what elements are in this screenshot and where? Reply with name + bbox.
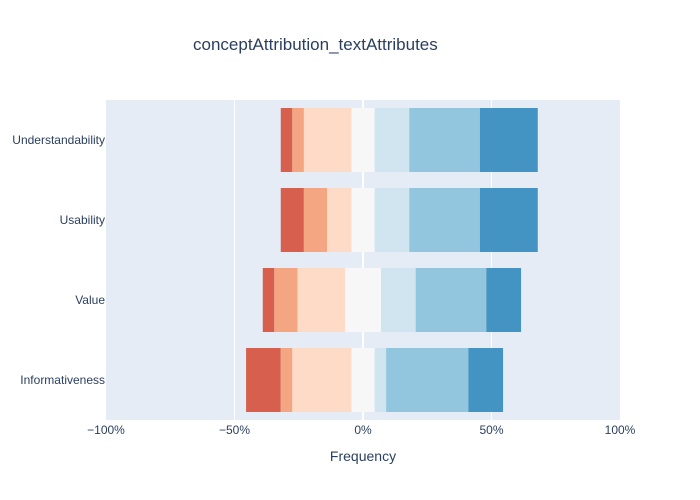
bar-segment: [351, 348, 375, 412]
bar-segment: [280, 348, 293, 412]
bar-segment: [409, 188, 480, 252]
bar-segment: [327, 188, 352, 252]
bar-segment: [303, 188, 328, 252]
y-tick-label: Value: [75, 293, 105, 307]
bar-segment: [351, 108, 375, 172]
bars: [246, 108, 538, 412]
x-tick-label: −50%: [219, 423, 250, 437]
bar-segment: [486, 268, 522, 332]
bar-segment: [297, 268, 346, 332]
y-tick-label: Usability: [60, 213, 105, 227]
bar-segment: [246, 348, 281, 412]
x-tick-label: 100%: [605, 423, 636, 437]
y-tick-label: Informativeness: [20, 373, 105, 387]
x-tick-label: −100%: [87, 423, 125, 437]
bar-segment: [380, 268, 416, 332]
bar-segment: [274, 268, 298, 332]
bar-segment: [409, 108, 480, 172]
y-tick-label: Understandability: [12, 133, 105, 147]
bar-segment: [351, 188, 375, 252]
x-axis-title: Frequency: [330, 448, 396, 464]
chart-title: conceptAttribution_textAttributes: [193, 35, 438, 54]
bar-segment: [292, 348, 352, 412]
bar-segment: [262, 268, 275, 332]
bar-segment: [479, 188, 538, 252]
bar-segment: [303, 108, 352, 172]
bar-segment: [292, 108, 304, 172]
x-tick-label: 50%: [479, 423, 503, 437]
bar-segment: [374, 348, 387, 412]
x-tick-label: 0%: [354, 423, 372, 437]
bar-segment: [386, 348, 469, 412]
bar-segment: [374, 188, 410, 252]
bar-segment: [280, 108, 293, 172]
bar-segment: [479, 108, 538, 172]
bar-segment: [415, 268, 487, 332]
y-axis-ticks: Understandability Usability Value Informati…: [12, 133, 105, 387]
x-axis-ticks: −100% −50% 0% 50% 100%: [87, 423, 636, 437]
bar-segment: [345, 268, 381, 332]
bar-segment: [280, 188, 304, 252]
bar-segment: [374, 108, 410, 172]
bar-segment: [468, 348, 504, 412]
